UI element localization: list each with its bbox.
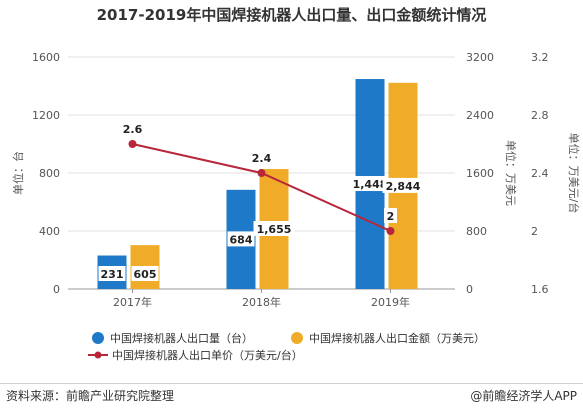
- price-label: 2.4: [252, 152, 272, 165]
- legend-amount-marker: [291, 332, 303, 344]
- legend-amount-label: 中国焊接机器人出口金额（万美元）: [309, 331, 485, 345]
- price-label-bg: [248, 150, 275, 165]
- middle-tick-label: 1600: [466, 167, 494, 180]
- right-tick-label: 1.6: [531, 283, 549, 296]
- quantity-label: 1,448: [353, 178, 388, 191]
- source-note: 资料来源：前瞻产业研究院整理: [6, 389, 175, 403]
- quantity-label-bg: [98, 266, 126, 281]
- left-axis-label: 单位：台: [11, 151, 25, 195]
- quantity-label: 684: [230, 233, 253, 246]
- left-tick-label: 400: [39, 225, 60, 238]
- middle-axis: 0 800 1600 2400 3200 单位：万美元: [466, 51, 518, 296]
- amount-label: 605: [134, 268, 157, 281]
- x-tick-label: 2017年: [113, 295, 152, 309]
- price-label: 2.6: [123, 123, 143, 136]
- amount-label: 2,844: [386, 180, 421, 193]
- right-tick-label: 2.4: [531, 167, 549, 180]
- amount-label-bg: [253, 221, 295, 237]
- left-axis: 0 400 800 1200 1600 单位：台: [11, 51, 60, 296]
- quantity-label-bg: [227, 231, 255, 247]
- right-axis-label: 单位：万美元/台: [567, 133, 581, 214]
- x-tick-label: 2019年: [371, 295, 410, 309]
- price-line: 2.6 2.4 2: [119, 121, 397, 235]
- legend-quantity-marker: [92, 332, 104, 344]
- price-point: [128, 140, 137, 148]
- quantity-label-bg: [349, 176, 391, 192]
- legend-quantity-label: 中国焊接机器人出口量（台）: [110, 331, 253, 345]
- right-tick-label: 2: [531, 225, 538, 238]
- left-tick-label: 800: [39, 167, 60, 180]
- footer-divider: [0, 383, 583, 384]
- left-tick-label: 1600: [32, 51, 60, 64]
- price-label: 2: [387, 210, 395, 223]
- x-axis: 2017年 2018年 2019年: [113, 289, 410, 309]
- legend-price-label: 中国焊接机器人出口单价（万美元/台）: [112, 348, 303, 362]
- middle-tick-label: 2400: [466, 109, 494, 122]
- left-tick-label: 0: [53, 283, 60, 296]
- middle-tick-label: 800: [466, 225, 487, 238]
- price-point: [386, 227, 395, 235]
- price-label-bg: [119, 121, 146, 136]
- right-axis: 1.6 2 2.4 2.8 3.2 单位：万美元/台: [531, 51, 581, 296]
- middle-tick-label: 3200: [466, 51, 494, 64]
- legend-price-marker: [94, 351, 102, 359]
- middle-tick-label: 0: [466, 283, 473, 296]
- chart-title: 2017-2019年中国焊接机器人出口量、出口金额统计情况: [96, 6, 487, 24]
- right-tick-label: 3.2: [531, 51, 549, 64]
- quantity-label: 231: [101, 268, 124, 281]
- right-tick-label: 2.8: [531, 109, 549, 122]
- legend: 中国焊接机器人出口量（台） 中国焊接机器人出口金额（万美元） 中国焊接机器人出口单价…: [88, 331, 485, 362]
- x-tick-label: 2018年: [242, 295, 281, 309]
- price-point: [257, 169, 266, 177]
- amount-label-bg: [131, 266, 159, 281]
- price-label-bg: [384, 208, 397, 223]
- amount-label-bg: [382, 177, 424, 193]
- amount-label: 1,655: [257, 223, 292, 236]
- left-tick-label: 1200: [32, 109, 60, 122]
- middle-axis-label: 单位：万美元: [504, 140, 518, 206]
- brand-mark: @前瞻经济学人APP: [470, 389, 577, 403]
